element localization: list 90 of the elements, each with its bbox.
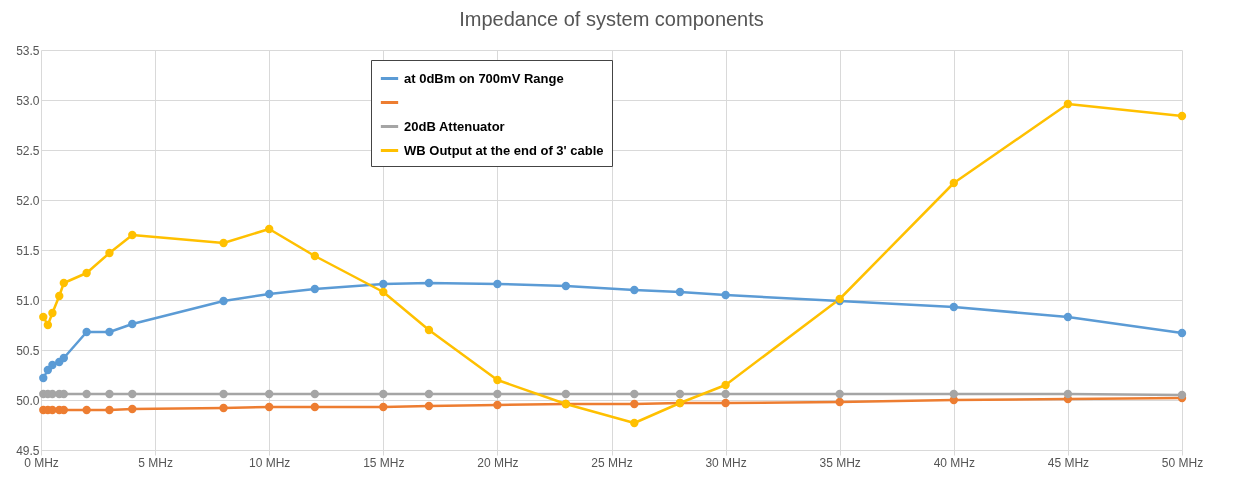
y-tick-label: 52.5 xyxy=(16,143,40,158)
point xyxy=(310,389,320,399)
point xyxy=(561,281,571,291)
x-tick-label: 40 MHz xyxy=(933,455,975,470)
point xyxy=(48,360,57,370)
point xyxy=(675,287,685,297)
point xyxy=(379,279,388,289)
point xyxy=(721,398,730,408)
x-tick-label: 35 MHz xyxy=(819,455,861,470)
point xyxy=(128,319,137,329)
point xyxy=(721,380,730,390)
point xyxy=(219,403,228,413)
point xyxy=(835,397,844,407)
y-tick-label: 51.5 xyxy=(16,243,40,258)
point xyxy=(493,279,502,289)
point xyxy=(424,325,434,335)
point xyxy=(424,278,434,288)
legend-label: WB Output at the end of 3' cable xyxy=(404,142,604,158)
point xyxy=(721,290,730,300)
legend-label: at 0dBm on 700mV Range xyxy=(404,70,564,86)
point xyxy=(219,296,228,306)
point xyxy=(561,389,571,399)
chart-title: Impedance of system components xyxy=(459,8,764,30)
x-tick-label: 20 MHz xyxy=(477,455,519,470)
x-tick-label: 5 MHz xyxy=(138,455,173,470)
point xyxy=(310,251,320,261)
point xyxy=(379,389,388,399)
point xyxy=(82,405,91,415)
point xyxy=(1063,312,1073,322)
point xyxy=(105,405,114,415)
point xyxy=(949,302,958,312)
point xyxy=(1177,328,1187,338)
point xyxy=(675,389,685,399)
point xyxy=(59,353,68,363)
legend-label: 20dB Attenuator xyxy=(404,118,505,134)
x-tick-label: 50 MHz xyxy=(1161,455,1204,470)
point xyxy=(493,400,502,410)
point xyxy=(630,285,639,295)
point xyxy=(493,375,502,385)
point xyxy=(424,401,434,411)
point xyxy=(59,278,68,288)
point xyxy=(128,389,137,399)
y-tick-label: 50.0 xyxy=(16,393,40,408)
point xyxy=(630,418,639,428)
point xyxy=(105,327,114,337)
point xyxy=(105,248,114,258)
point xyxy=(1063,99,1073,109)
point xyxy=(1177,111,1187,121)
point xyxy=(82,389,91,399)
y-tick-label: 51.0 xyxy=(16,293,40,308)
point xyxy=(424,389,434,399)
x-tick-label: 15 MHz xyxy=(363,455,405,470)
y-tick-label: 53.0 xyxy=(16,93,40,108)
x-tick-label: 30 MHz xyxy=(705,455,747,470)
point xyxy=(265,389,274,399)
point xyxy=(128,404,137,414)
x-tick-label: 45 MHz xyxy=(1047,455,1090,470)
point xyxy=(630,389,639,399)
point xyxy=(835,389,844,399)
point xyxy=(82,327,91,337)
x-tick-label: 10 MHz xyxy=(249,455,291,470)
y-tick-label: 50.5 xyxy=(16,343,40,358)
point xyxy=(55,291,64,301)
point xyxy=(82,268,91,278)
point xyxy=(39,312,48,322)
point xyxy=(219,389,228,399)
point xyxy=(949,389,958,399)
y-tick-label: 52.0 xyxy=(16,193,40,208)
x-tick-label: 25 MHz xyxy=(591,455,633,470)
point xyxy=(310,402,320,412)
point xyxy=(493,389,502,399)
point xyxy=(721,389,730,399)
y-tick-label: 53.5 xyxy=(16,43,40,58)
point xyxy=(379,287,388,297)
point xyxy=(1063,389,1073,399)
point xyxy=(105,389,114,399)
point xyxy=(949,178,958,188)
y-tick-label: 49.5 xyxy=(16,443,40,458)
point xyxy=(265,402,274,412)
point xyxy=(379,402,388,412)
point xyxy=(310,284,320,294)
point xyxy=(128,230,137,240)
x-tick-label: 0 MHz xyxy=(24,455,59,470)
point xyxy=(630,399,639,409)
point xyxy=(48,308,57,318)
point xyxy=(265,224,274,234)
point xyxy=(43,320,53,330)
point xyxy=(219,238,228,248)
point xyxy=(265,289,274,299)
point xyxy=(39,373,48,383)
